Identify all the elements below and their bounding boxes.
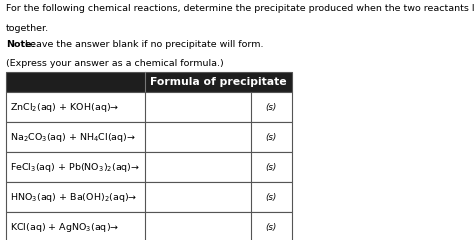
Text: (Express your answer as a chemical formula.): (Express your answer as a chemical formu… bbox=[6, 59, 223, 68]
Text: (s): (s) bbox=[266, 103, 277, 112]
Text: (s): (s) bbox=[266, 193, 277, 202]
Text: Formula of precipitate: Formula of precipitate bbox=[150, 77, 286, 87]
Text: (s): (s) bbox=[266, 223, 277, 232]
Text: together.: together. bbox=[6, 24, 49, 33]
Text: Na$_2$CO$_3$(aq) + NH$_4$Cl(aq)→: Na$_2$CO$_3$(aq) + NH$_4$Cl(aq)→ bbox=[10, 131, 137, 144]
Text: (s): (s) bbox=[266, 163, 277, 172]
Text: ZnCl$_2$(aq) + KOH(aq)→: ZnCl$_2$(aq) + KOH(aq)→ bbox=[10, 101, 119, 114]
Text: HNO$_3$(aq) + Ba(OH)$_2$(aq)→: HNO$_3$(aq) + Ba(OH)$_2$(aq)→ bbox=[10, 191, 137, 204]
Text: (s): (s) bbox=[266, 133, 277, 142]
Text: For the following chemical reactions, determine the precipitate produced when th: For the following chemical reactions, de… bbox=[6, 4, 474, 12]
Text: Note:: Note: bbox=[6, 40, 35, 49]
Text: KCl(aq) + AgNO$_3$(aq)→: KCl(aq) + AgNO$_3$(aq)→ bbox=[10, 221, 119, 234]
Text: FeCl$_3$(aq) + Pb(NO$_3$)$_2$(aq)→: FeCl$_3$(aq) + Pb(NO$_3$)$_2$(aq)→ bbox=[10, 161, 140, 174]
Text: Leave the answer blank if no precipitate will form.: Leave the answer blank if no precipitate… bbox=[22, 40, 263, 49]
